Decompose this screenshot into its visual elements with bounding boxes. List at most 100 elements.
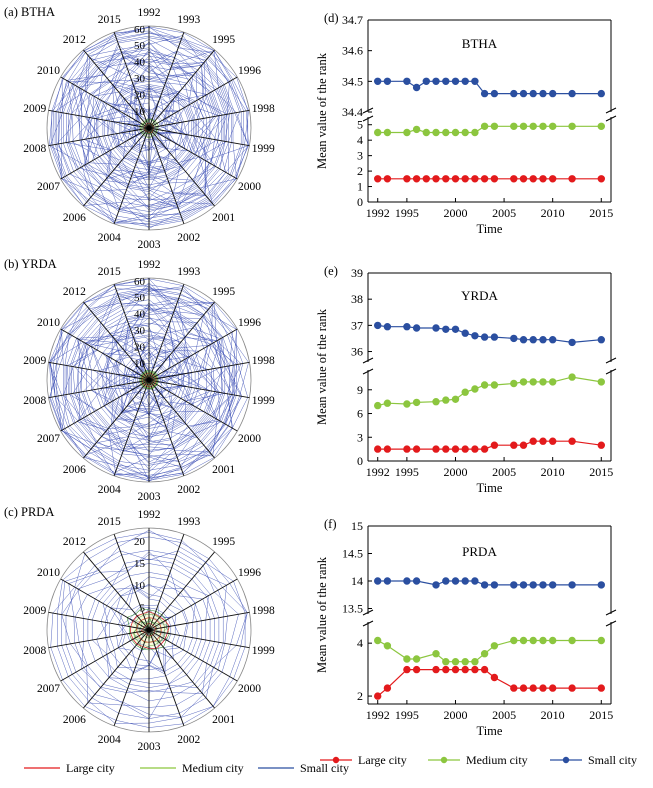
data-point-medium	[490, 381, 499, 389]
y-tick-label: 34.4	[342, 105, 363, 119]
data-point-large	[432, 175, 440, 183]
data-point-small	[510, 89, 518, 98]
radar-year-label: 1992	[138, 7, 161, 19]
radar-year-label: 2007	[37, 683, 60, 695]
y-tick-label: 36	[351, 345, 363, 359]
data-point-small	[432, 77, 440, 86]
data-point-large	[568, 684, 576, 692]
legend-marker-small	[562, 756, 570, 764]
axis-break-mark	[362, 609, 374, 627]
y-axis-label: Mean value of the rank	[315, 52, 329, 169]
radar-year-label: 1998	[252, 103, 275, 115]
radar-radial-tick-label: 20	[134, 90, 146, 102]
data-point-small	[461, 77, 469, 86]
x-tick-label: 1995	[395, 206, 419, 220]
y-tick-label: 2	[357, 689, 363, 703]
radar-spoke	[48, 361, 150, 381]
radar-spoke	[113, 32, 150, 129]
y-tick-label: 2	[357, 164, 363, 178]
radar-radial-tick-label: 50	[134, 40, 146, 52]
data-point-small	[568, 89, 576, 98]
radar-spoke	[113, 284, 150, 381]
data-point-medium	[519, 636, 528, 645]
series-line-large	[377, 668, 602, 697]
radar-spoke	[48, 629, 150, 649]
data-point-small	[510, 581, 518, 589]
data-point-large	[539, 437, 547, 445]
radar-year-label: 2009	[23, 605, 46, 617]
radar-year-label: 2010	[37, 317, 60, 329]
data-point-small	[597, 581, 605, 589]
data-point-large	[383, 684, 392, 692]
radar-spoke	[148, 611, 250, 631]
data-point-medium	[529, 122, 537, 131]
data-point-small	[480, 333, 489, 341]
data-point-medium	[422, 128, 430, 137]
radar-spoke	[60, 379, 150, 432]
data-point-large	[549, 175, 557, 183]
data-point-small	[519, 581, 528, 589]
data-point-medium	[412, 398, 421, 407]
chart-title: PRDA	[462, 544, 497, 559]
radar-chart-2: 10 20 30 40 50 60 1992 1993 1995 1996 1998 1999 2000…	[4, 257, 275, 503]
radar-spoke	[148, 109, 250, 129]
data-point-large	[374, 175, 382, 183]
x-tick-label: 2000	[443, 206, 467, 220]
radar-year-label: 2003	[138, 491, 161, 503]
data-point-large	[422, 175, 430, 183]
radar-spoke	[48, 127, 150, 147]
legend-label: Large city	[358, 753, 407, 767]
radar-year-label: 1993	[177, 516, 200, 528]
y-tick-label: 15	[351, 519, 363, 533]
data-point-medium	[374, 636, 382, 645]
radar-year-label: 2008	[23, 395, 46, 407]
data-point-large	[442, 175, 450, 183]
data-point-medium	[412, 655, 421, 663]
radar-radial-tick-label: 5	[140, 602, 146, 614]
series-line-medium	[377, 125, 602, 134]
line-chart-prda: 13.5 14 14.5 15 2 4 1992 1995 2000 2005 2010 2015 Ti…	[315, 517, 617, 738]
radar-spoke	[113, 379, 150, 476]
series-line-small	[377, 80, 602, 95]
y-tick-label: 37	[351, 318, 363, 332]
data-point-large	[510, 175, 518, 183]
x-tick-label: 2000	[443, 708, 467, 722]
radar-spoke	[148, 284, 185, 381]
data-point-small	[539, 89, 547, 98]
data-point-medium	[471, 658, 479, 666]
y-tick-label: 6	[357, 407, 363, 421]
data-point-large	[374, 692, 382, 700]
data-point-small	[539, 336, 547, 344]
radar-center-dot	[146, 377, 152, 383]
radar-year-label: 2001	[212, 212, 235, 224]
radar-year-label: 2002	[177, 232, 200, 244]
data-point-medium	[432, 650, 440, 658]
data-point-small	[568, 338, 576, 347]
radar-year-label: 1995	[212, 34, 235, 46]
radar-spoke	[48, 611, 150, 631]
data-point-small	[597, 89, 605, 98]
x-tick-label: 2010	[541, 708, 565, 722]
y-tick-label: 34.6	[342, 44, 363, 58]
radar-year-label: 2004	[98, 232, 121, 244]
radar-spoke	[48, 109, 150, 129]
radar-year-label: 2000	[238, 181, 261, 193]
data-point-small	[549, 581, 557, 589]
data-point-medium	[403, 655, 411, 663]
data-point-small	[529, 336, 537, 344]
data-point-large	[471, 175, 479, 183]
data-point-small	[412, 83, 421, 92]
data-point-medium	[597, 378, 605, 386]
radar-year-label: 1999	[252, 645, 275, 657]
radar-year-label: 2008	[23, 645, 46, 657]
radar-year-label: 1998	[252, 355, 275, 367]
data-point-large	[383, 175, 392, 183]
legend-line-charts: Large city Medium city Small city	[320, 753, 637, 767]
radar-spoke	[148, 361, 250, 381]
radar-radial-tick-label: 30	[134, 73, 146, 85]
radar-spoke	[83, 301, 150, 381]
axis-break-mark	[605, 609, 617, 627]
data-point-small	[412, 577, 421, 585]
